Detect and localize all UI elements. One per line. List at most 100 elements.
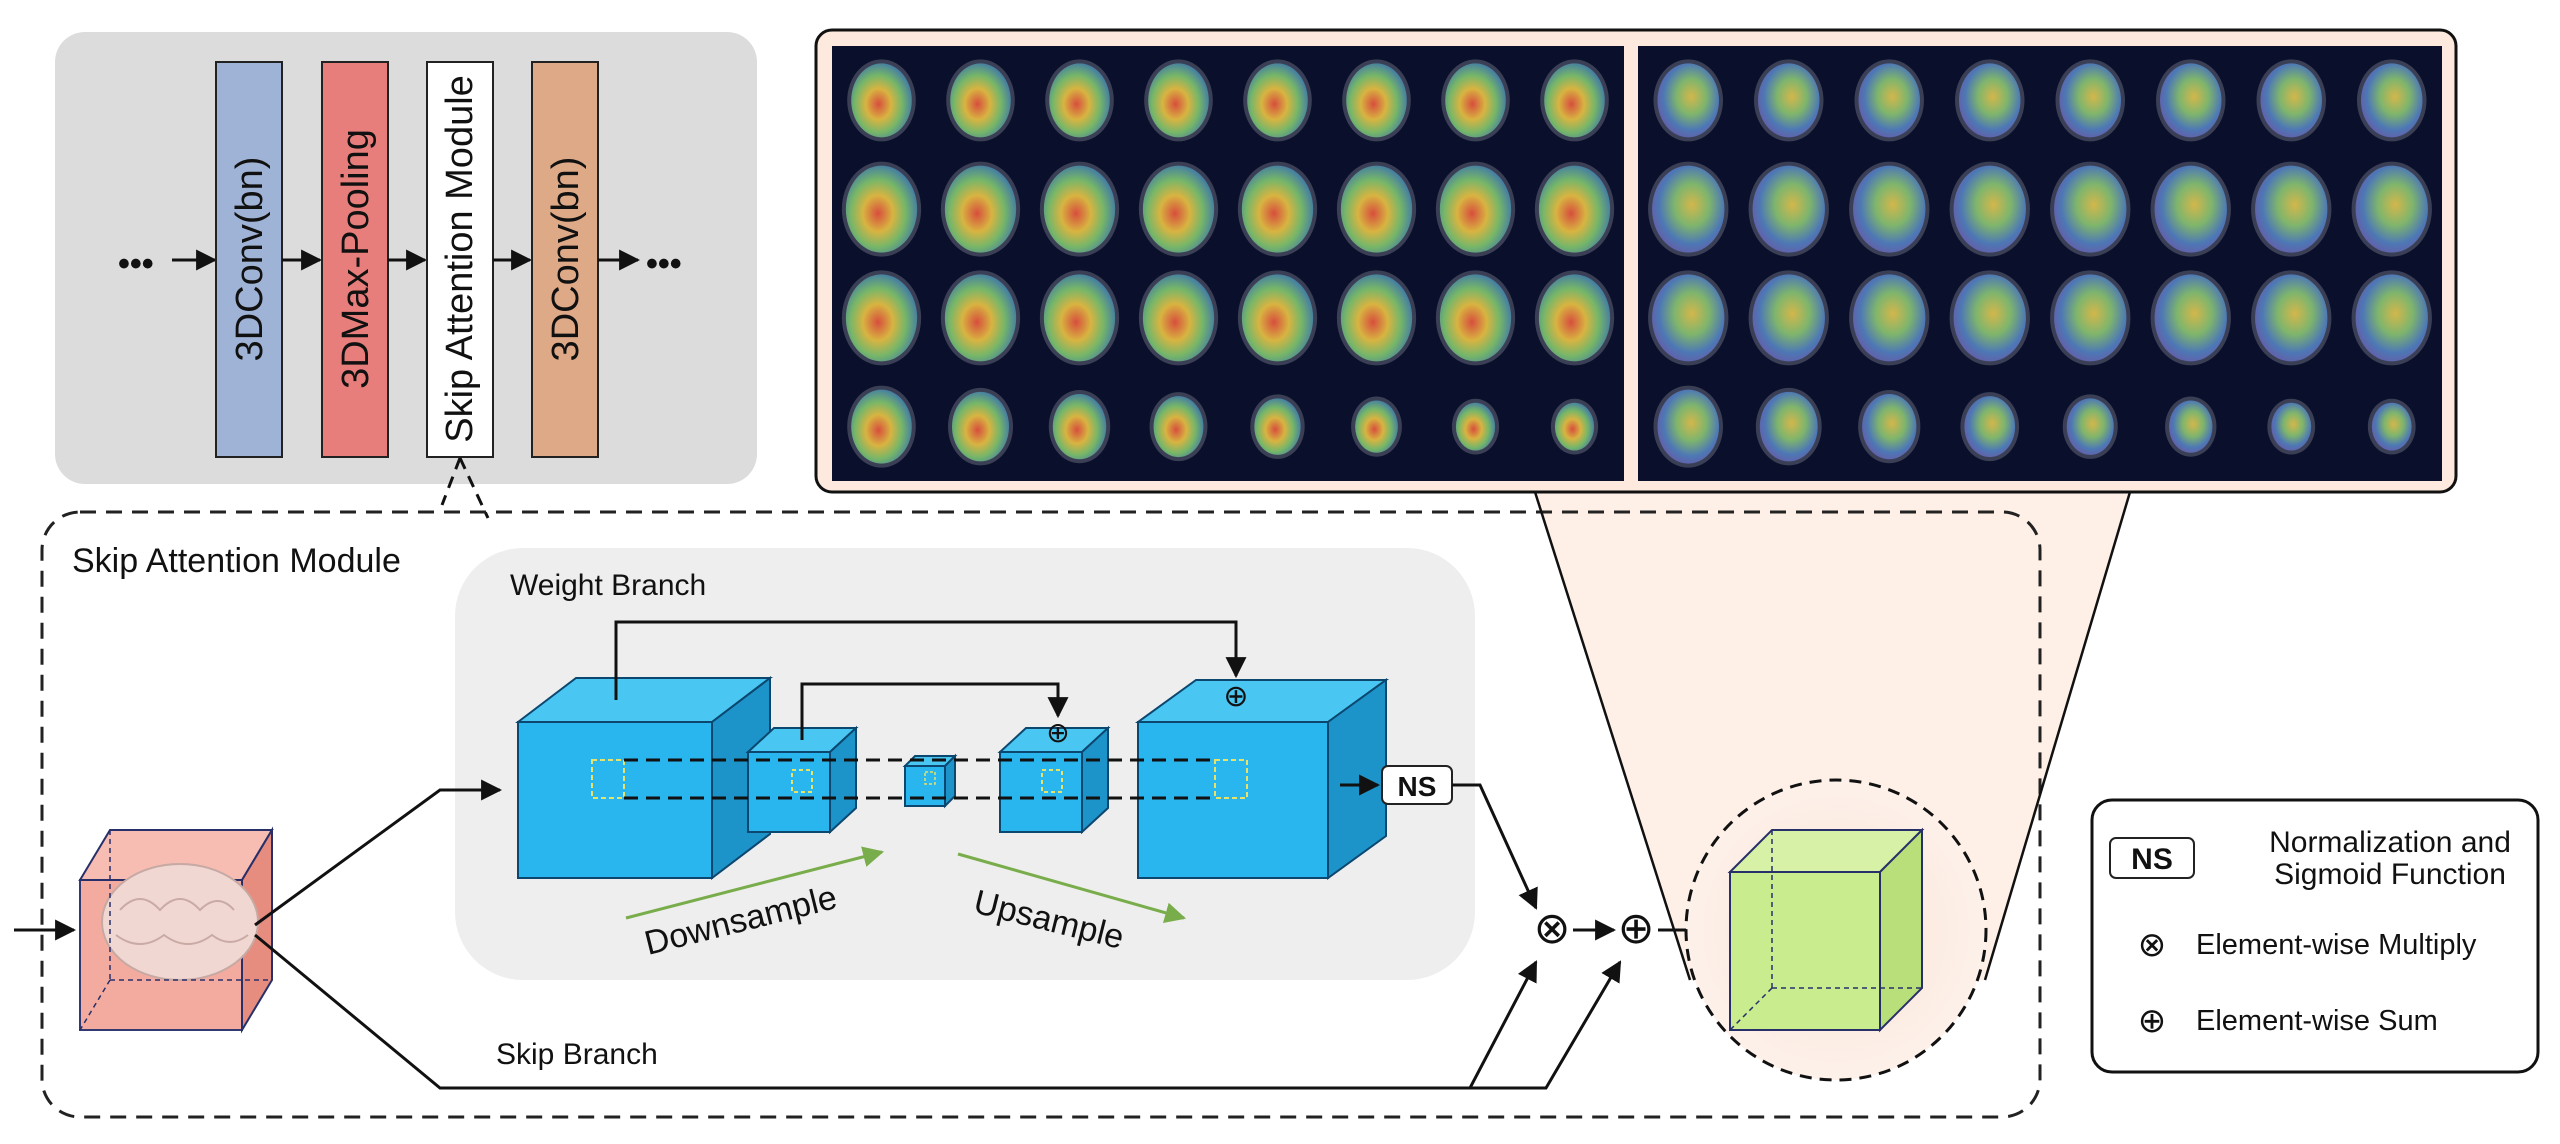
sum-operator: ⊕ xyxy=(1618,904,1655,953)
zoom-line-right xyxy=(1983,491,2132,981)
brain-slice-heatmap xyxy=(1953,274,2026,362)
brain-slice-heatmap xyxy=(2260,63,2323,138)
projection-lines xyxy=(624,758,1215,800)
brain-slice-heatmap xyxy=(1439,274,1512,362)
brain-slice-heatmap xyxy=(1142,274,1215,362)
zoom-connector xyxy=(458,457,490,519)
zoom-cone xyxy=(1535,490,2130,980)
brain-slice-heatmap xyxy=(1752,274,1825,362)
brain-slice-heatmap xyxy=(845,274,918,362)
skip-connection-outer xyxy=(614,620,1247,700)
brain-slice-heatmap xyxy=(2059,63,2122,138)
block-skip-attention xyxy=(426,61,494,458)
pipeline-ellipsis-right: ••• xyxy=(646,245,682,283)
brain-slice-heatmap xyxy=(1142,165,1215,253)
brain-slice-heatmap xyxy=(944,274,1017,362)
legend-ns-desc-line1: Normalization and xyxy=(2269,826,2511,859)
cube-medium-up xyxy=(997,725,1111,835)
brain-slice-heatmap xyxy=(2271,402,2312,451)
legend-ns-label: NS xyxy=(2131,843,2173,876)
brain-slice-heatmap xyxy=(1148,63,1209,138)
multiply-operator: ⊗ xyxy=(1534,904,1571,953)
brain-map-grid-left xyxy=(841,59,1615,468)
brain-slice-heatmap xyxy=(1241,274,1314,362)
brain-slice-heatmap xyxy=(851,63,912,138)
input-to-weight-branch-arrow xyxy=(254,779,503,927)
brain-slice-heatmap xyxy=(2154,274,2227,362)
skip-branch-to-sum-arrow xyxy=(1470,960,1622,1090)
module-title: Skip Attention Module xyxy=(72,542,401,580)
legend-box xyxy=(2090,798,2540,1074)
brain-slice-heatmap xyxy=(1355,400,1398,453)
brain-slice-heatmap xyxy=(1858,63,1921,138)
skip-connection-inner xyxy=(800,682,1069,740)
brain-slice-heatmap xyxy=(1862,394,1917,460)
brain-slice-heatmap xyxy=(1657,389,1720,464)
brain-slice-heatmap xyxy=(1657,63,1720,138)
skip-branch-label: Skip Branch xyxy=(496,1038,658,1071)
brain-slice-heatmap xyxy=(1346,63,1407,138)
output-cube xyxy=(1727,827,1925,1033)
legend-ns-desc-line2: Sigmoid Function xyxy=(2274,858,2506,891)
downsample-arrow xyxy=(625,846,885,920)
brain-slice-heatmap xyxy=(1052,394,1107,460)
brain-slice-heatmap xyxy=(1340,165,1413,253)
brain-maps-panel xyxy=(814,28,2458,980)
cube-large-input xyxy=(515,675,773,881)
brain-slice-heatmap xyxy=(1445,63,1506,138)
block-3dmaxpool-label: 3DMax-Pooling xyxy=(335,129,377,389)
brain-slice-heatmap xyxy=(951,391,1010,462)
brain-slice-heatmap xyxy=(1853,165,1926,253)
brain-slice-heatmap xyxy=(1538,165,1611,253)
ns-box-label: NS xyxy=(1398,771,1437,802)
brain-slice-heatmap xyxy=(2355,165,2428,253)
brain-slice-heatmap xyxy=(2054,274,2127,362)
brain-slice-heatmap xyxy=(2159,63,2222,138)
brain-slice-heatmap xyxy=(1652,165,1725,253)
brain-slice-heatmap xyxy=(2066,398,2114,455)
brain-slice-heatmap xyxy=(2169,400,2213,453)
brain-slice-heatmap xyxy=(1759,391,1818,462)
brain-slice-heatmap xyxy=(1757,63,1820,138)
skip-attention-module-box xyxy=(40,510,2042,1119)
legend-multiply-symbol: ⊗ xyxy=(2138,926,2167,964)
brain-icon xyxy=(101,863,259,981)
pipeline-panel: ••• 3DConv(bn) 3DMax-Pooling Skip Attent… xyxy=(55,32,757,484)
brain-map-grid-right xyxy=(1648,59,2432,468)
upsample-arrow xyxy=(957,852,1187,923)
legend-sum-symbol: ⊕ xyxy=(2138,1002,2167,1040)
brain-slice-heatmap xyxy=(1049,63,1110,138)
block-3dconv-2 xyxy=(531,61,599,458)
brain-slice-heatmap xyxy=(1247,63,1308,138)
brain-slice-heatmap xyxy=(1964,396,2016,458)
ns-to-multiply-arrow xyxy=(1452,783,1538,910)
brain-slice-heatmap xyxy=(2154,165,2227,253)
brain-slice-heatmap xyxy=(2255,165,2328,253)
brain-slice-heatmap xyxy=(2360,63,2423,138)
brain-slice-heatmap xyxy=(1455,402,1496,451)
brain-slice-heatmap xyxy=(1043,274,1116,362)
sum-symbol-inner: ⊕ xyxy=(1046,717,1069,748)
block-skip-attention-label: Skip Attention Module xyxy=(439,75,481,443)
brain-slice-heatmap xyxy=(1752,165,1825,253)
brain-slice-heatmap xyxy=(1241,165,1314,253)
brain-slice-heatmap xyxy=(1340,274,1413,362)
block-3dmaxpool xyxy=(321,61,389,458)
brain-slice-heatmap xyxy=(950,63,1011,138)
weight-branch-label: Weight Branch xyxy=(510,569,706,602)
brain-slice-heatmap xyxy=(851,389,912,464)
brain-slice-heatmap xyxy=(2255,274,2328,362)
legend: NS Normalization and Sigmoid Function ⊗ … xyxy=(2090,798,2540,1074)
brain-slice-heatmap xyxy=(2371,402,2412,451)
brain-slice-heatmap xyxy=(1153,396,1204,458)
skip-branch-to-multiply-arrow xyxy=(254,933,1538,1090)
brain-slice-heatmap xyxy=(2355,274,2428,362)
cube-large-output xyxy=(1134,678,1390,880)
cube-medium-down xyxy=(745,725,859,835)
brain-slice-heatmap xyxy=(1439,165,1512,253)
block-3dconv-2-label: 3DConv(bn) xyxy=(545,157,587,362)
brain-slice-heatmap xyxy=(1853,274,1926,362)
brain-slice-heatmap xyxy=(1958,63,2021,138)
block-3dconv-1 xyxy=(215,61,283,458)
brain-slice-heatmap xyxy=(1043,165,1116,253)
